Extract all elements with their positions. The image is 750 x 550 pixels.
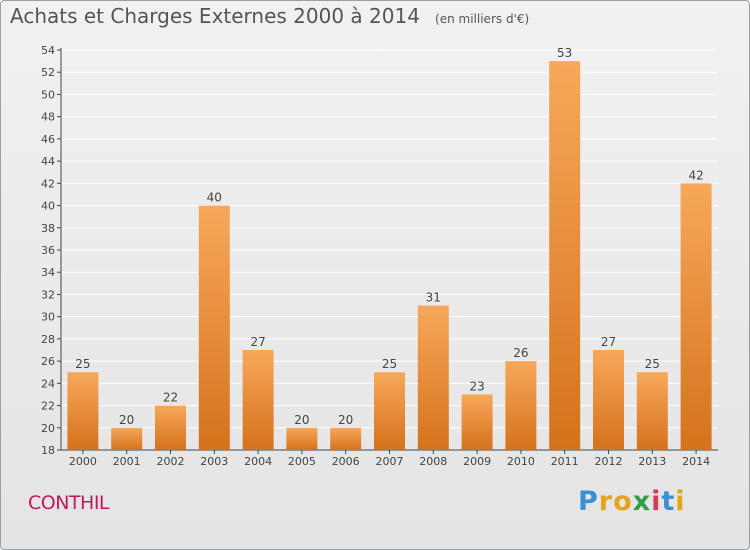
y-tick-label: 50 — [41, 88, 55, 101]
y-tick-label: 28 — [41, 333, 55, 346]
y-tick-label: 44 — [41, 155, 55, 168]
x-tick-label: 2012 — [595, 455, 623, 468]
bar-2005 — [286, 427, 318, 450]
data-label: 42 — [688, 168, 703, 182]
bar-2014 — [680, 183, 712, 451]
y-tick-label: 38 — [41, 222, 55, 235]
town-name: CONTHIL — [28, 492, 110, 514]
bar-2010 — [505, 361, 537, 450]
x-tick-label: 2009 — [463, 455, 491, 468]
bar-2008 — [417, 305, 449, 450]
title-row: Achats et Charges Externes 2000 à 2014 (… — [10, 4, 529, 28]
data-label: 23 — [469, 379, 484, 393]
bar-2002 — [155, 405, 186, 450]
data-label: 20 — [294, 413, 309, 427]
data-label: 25 — [382, 357, 397, 371]
y-tick-label: 26 — [41, 355, 55, 368]
bar-2013 — [636, 372, 668, 450]
x-tick-label: 2004 — [244, 455, 272, 468]
logo-letter: r — [598, 486, 614, 517]
y-tick-label: 18 — [41, 444, 55, 457]
x-tick-label: 2007 — [376, 455, 404, 468]
y-tick-label: 42 — [41, 177, 55, 190]
proxiti-logo: Proxiti — [578, 486, 686, 517]
data-label: 40 — [207, 191, 222, 205]
bar-2007 — [374, 372, 405, 450]
y-tick-label: 52 — [41, 66, 55, 79]
bar-2003 — [198, 205, 230, 450]
bar-2004 — [242, 350, 274, 450]
y-tick-label: 22 — [41, 400, 55, 413]
bar-2011 — [549, 61, 581, 450]
x-tick-label: 2000 — [69, 455, 97, 468]
y-tick-label: 40 — [41, 200, 55, 213]
logo-letter: o — [613, 486, 633, 517]
y-tick-label: 36 — [41, 244, 55, 257]
logo-letter: i — [651, 486, 662, 517]
x-tick-label: 2011 — [551, 455, 579, 468]
x-tick-label: 2002 — [157, 455, 185, 468]
x-tick-label: 2013 — [638, 455, 666, 468]
logo-letter: P — [578, 486, 599, 517]
logo-letter: x — [632, 486, 652, 517]
y-tick-label: 46 — [41, 133, 55, 146]
y-tick-label: 48 — [41, 111, 55, 124]
data-label: 25 — [645, 357, 660, 371]
data-label: 22 — [163, 391, 178, 405]
data-label: 20 — [338, 413, 353, 427]
bar-2009 — [461, 394, 493, 450]
y-tick-label: 34 — [41, 266, 55, 279]
x-tick-label: 2005 — [288, 455, 316, 468]
y-tick-label: 54 — [41, 44, 55, 57]
x-tick-label: 2006 — [332, 455, 360, 468]
bar-2001 — [111, 427, 143, 450]
y-tick-label: 30 — [41, 311, 55, 324]
x-tick-label: 2010 — [507, 455, 535, 468]
data-label: 20 — [119, 413, 134, 427]
chart-subtitle: (en milliers d'€) — [435, 12, 530, 26]
data-label: 26 — [513, 346, 528, 360]
data-label: 27 — [601, 335, 616, 349]
x-tick-label: 2014 — [682, 455, 710, 468]
bar-2012 — [593, 350, 624, 450]
bar-2000 — [67, 372, 99, 450]
y-tick-label: 32 — [41, 288, 55, 301]
data-label: 27 — [250, 335, 265, 349]
logo-letter: i — [675, 486, 686, 517]
chart-title: Achats et Charges Externes 2000 à 2014 — [10, 4, 420, 28]
y-tick-label: 24 — [41, 377, 55, 390]
data-label: 31 — [426, 291, 441, 305]
data-label: 53 — [557, 46, 572, 60]
y-tick-label: 20 — [41, 422, 55, 435]
bar-2006 — [330, 427, 362, 450]
logo-letter: t — [661, 486, 676, 517]
x-tick-label: 2001 — [113, 455, 141, 468]
x-tick-label: 2003 — [200, 455, 228, 468]
data-label: 25 — [75, 357, 90, 371]
x-tick-label: 2008 — [419, 455, 447, 468]
